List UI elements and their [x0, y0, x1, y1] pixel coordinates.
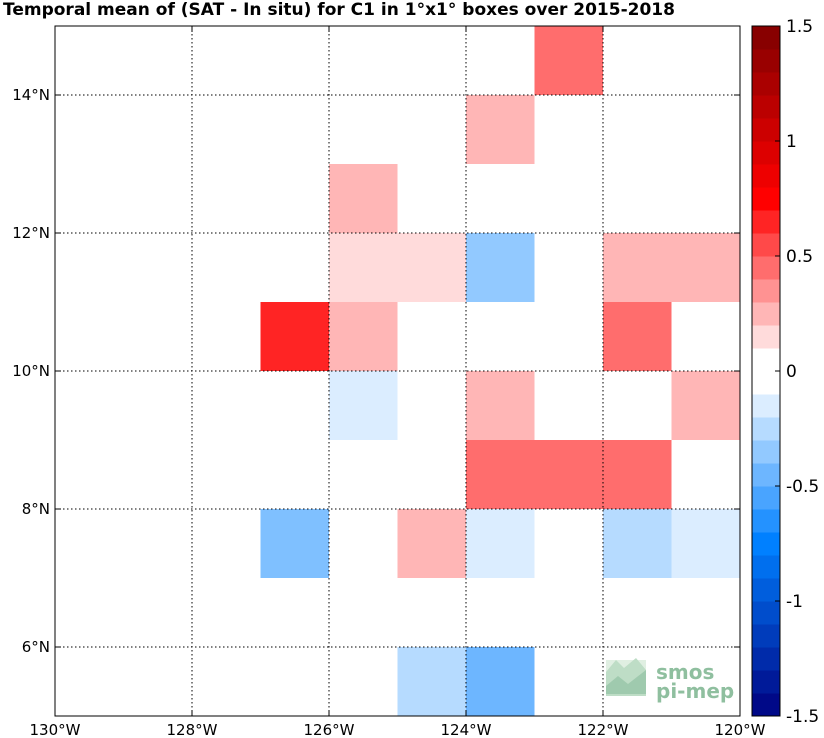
x-tick-label: 126°W [304, 721, 355, 738]
logo-mark-icon [606, 658, 646, 696]
heatmap-cell [329, 302, 398, 371]
y-tick-label: 6°N [22, 638, 50, 656]
x-axis-ticks: 130°W 128°W 126°W 124°W 122°W 120°W [30, 26, 766, 738]
heatmap-cell [466, 509, 535, 578]
heatmap-cell [466, 647, 535, 716]
colorbar-segment [752, 601, 780, 625]
smos-pi-mep-logo: smos pi-mep [606, 658, 734, 703]
heatmap-cell [466, 371, 535, 440]
colorbar-tick-label: -1.5 [786, 707, 819, 727]
colorbar-segment [752, 578, 780, 602]
colorbar-segment [752, 279, 780, 303]
colorbar-tick-label: 1 [786, 132, 797, 152]
heatmap-cell [671, 233, 740, 302]
heatmap-cell [671, 509, 740, 578]
colorbar-segment [752, 187, 780, 211]
heatmap-cell [260, 302, 329, 371]
y-tick-label: 10°N [12, 362, 50, 380]
colorbar-segment [752, 141, 780, 165]
heatmap-cell [466, 440, 535, 509]
y-tick-label: 14°N [12, 86, 50, 104]
heatmap-cell [466, 95, 535, 164]
heatmap-cell [397, 233, 466, 302]
colorbar-segment [752, 371, 780, 395]
colorbar-tick-label: -1 [786, 592, 803, 612]
heatmap-cell [671, 371, 740, 440]
heatmap-cell [329, 233, 398, 302]
colorbar-segment [752, 463, 780, 487]
colorbar-tick-label: 0 [786, 362, 797, 382]
heatmap-cell [603, 440, 672, 509]
colorbar-segment [752, 647, 780, 671]
logo-line2: pi-mep [656, 679, 734, 703]
heatmap-cells [260, 26, 740, 716]
colorbar-segment [752, 624, 780, 648]
colorbar-segment [752, 26, 780, 50]
colorbar-segment [752, 210, 780, 234]
y-tick-label: 12°N [12, 224, 50, 242]
colorbar-segment [752, 509, 780, 533]
y-axis-ticks: 6°N 8°N 10°N 12°N 14°N [12, 86, 740, 656]
chart-title: Temporal mean of (SAT - In situ) for C1 … [3, 0, 675, 20]
colorbar-segment [752, 302, 780, 326]
colorbar-segment [752, 256, 780, 280]
colorbar: 1.5 1 0.5 0 -0.5 -1 -1.5 [751, 17, 819, 727]
colorbar-segment [752, 486, 780, 510]
x-tick-label: 120°W [715, 721, 766, 738]
colorbar-segment [752, 325, 780, 349]
heatmap-cell [466, 233, 535, 302]
colorbar-segment [752, 394, 780, 418]
colorbar-tick-label: 0.5 [786, 247, 813, 267]
heatmap-cell [329, 164, 398, 233]
heatmap-cell [603, 509, 672, 578]
grid-lines [55, 26, 740, 716]
x-tick-label: 122°W [578, 721, 629, 738]
heatmap-cell [397, 647, 466, 716]
colorbar-segment [752, 164, 780, 188]
heatmap-cell [260, 509, 329, 578]
y-tick-label: 8°N [22, 500, 50, 518]
x-tick-label: 124°W [441, 721, 492, 738]
colorbar-segment [752, 72, 780, 96]
colorbar-segment [752, 417, 780, 441]
colorbar-tick-label: 1.5 [786, 17, 813, 37]
colorbar-segment [752, 693, 780, 717]
colorbar-segment [752, 532, 780, 556]
colorbar-segment [752, 118, 780, 142]
heatmap-cell [329, 371, 398, 440]
heatmap-cell [534, 440, 603, 509]
colorbar-segment [752, 49, 780, 73]
colorbar-segment [752, 555, 780, 579]
colorbar-segment [752, 440, 780, 464]
colorbar-segment [752, 233, 780, 257]
heatmap-cell [603, 302, 672, 371]
x-tick-label: 128°W [167, 721, 218, 738]
heatmap-cell [603, 233, 672, 302]
colorbar-segment [752, 95, 780, 119]
colorbar-segment [752, 348, 780, 372]
logo-line1: smos [656, 660, 714, 684]
colorbar-tick-label: -0.5 [786, 477, 819, 497]
heatmap-cell [397, 509, 466, 578]
x-tick-label: 130°W [30, 721, 81, 738]
colorbar-segment [752, 670, 780, 694]
heatmap-cell [534, 26, 603, 95]
